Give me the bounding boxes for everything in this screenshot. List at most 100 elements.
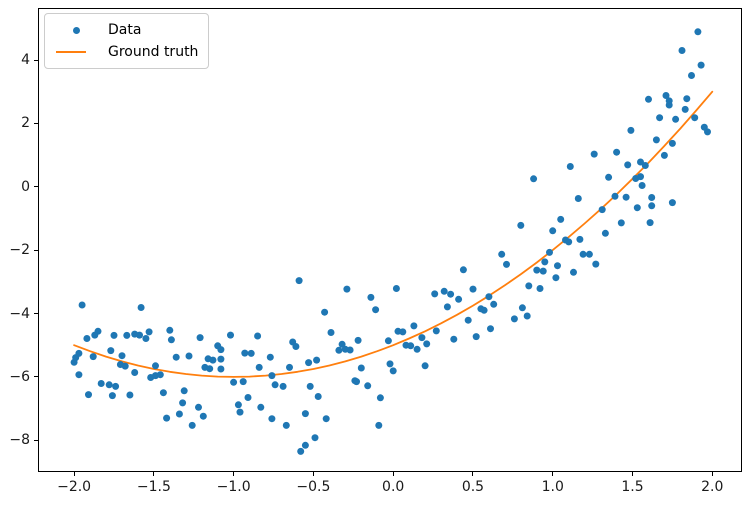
data-point	[384, 337, 392, 345]
data-point	[257, 403, 265, 411]
data-point	[633, 204, 641, 212]
data-point	[423, 340, 431, 348]
y-tick-label: 2	[21, 115, 30, 132]
data-point	[688, 72, 695, 79]
data-point	[611, 192, 619, 200]
y-tick-mark	[34, 313, 38, 314]
data-point	[295, 277, 303, 285]
data-point	[539, 267, 547, 275]
x-tick-label: 0.5	[461, 479, 485, 495]
data-point	[376, 394, 384, 402]
data-point	[136, 331, 143, 339]
data-point	[126, 391, 134, 399]
data-point	[518, 304, 526, 312]
data-point	[152, 362, 159, 370]
data-point	[217, 346, 225, 354]
data-point	[672, 115, 680, 123]
data-point	[418, 334, 426, 342]
data-point	[107, 347, 115, 355]
data-point	[172, 353, 180, 361]
data-point	[668, 139, 676, 147]
legend: Data Ground truth	[44, 13, 210, 69]
data-point	[646, 219, 654, 227]
data-point	[279, 382, 287, 390]
x-tick-mark	[711, 472, 713, 476]
data-point	[668, 199, 676, 207]
data-point	[469, 285, 477, 293]
data-point	[487, 325, 494, 333]
data-point	[354, 336, 362, 344]
data-point	[91, 331, 99, 339]
data-point	[431, 290, 439, 298]
data-point	[110, 331, 118, 339]
x-tick-mark	[312, 472, 314, 476]
data-point	[85, 391, 92, 399]
data-point	[552, 274, 560, 282]
data-point	[554, 262, 561, 270]
data-point	[592, 260, 600, 268]
data-point	[574, 195, 582, 202]
data-point	[565, 238, 573, 246]
data-point	[239, 378, 247, 386]
legend-item-data: Data	[54, 19, 198, 41]
y-tick-mark	[34, 122, 38, 124]
data-point	[421, 362, 429, 370]
data-point	[546, 248, 553, 256]
data-point	[579, 250, 587, 258]
data-point	[236, 408, 244, 416]
x-tick-mark	[632, 472, 633, 476]
data-point	[660, 151, 668, 159]
data-point	[389, 367, 397, 375]
data-point	[163, 414, 171, 422]
x-tick-mark	[392, 472, 394, 476]
data-point	[266, 353, 274, 361]
data-point	[503, 260, 510, 268]
data-point	[311, 434, 319, 442]
legend-item-ground-truth: Ground truth	[54, 41, 198, 63]
x-tick-label: 2.0	[701, 479, 724, 495]
data-point	[271, 381, 279, 389]
x-tick-label: −2.0	[57, 479, 92, 495]
data-point	[413, 345, 421, 353]
data-point	[510, 315, 518, 323]
data-point	[175, 410, 183, 418]
data-point	[195, 403, 202, 411]
y-tick-label: −2	[9, 242, 30, 259]
data-point	[145, 328, 153, 336]
data-point	[566, 163, 574, 170]
data-point	[432, 327, 440, 335]
data-point	[254, 332, 262, 340]
data-point	[590, 150, 598, 158]
data-point	[525, 282, 533, 290]
data-point	[694, 28, 702, 36]
data-point	[247, 349, 255, 357]
data-point	[447, 290, 455, 298]
data-point	[131, 369, 139, 376]
data-point	[322, 415, 330, 423]
data-point	[217, 365, 225, 373]
data-point	[301, 410, 309, 418]
data-point	[268, 372, 276, 380]
data-point	[364, 382, 372, 390]
data-point	[557, 215, 565, 223]
data-point	[78, 301, 86, 309]
data-point	[440, 287, 448, 295]
data-point	[196, 334, 204, 342]
data-point	[576, 235, 584, 243]
data-point	[645, 95, 652, 103]
data-point	[652, 136, 660, 144]
data-point	[622, 193, 630, 201]
x-tick-label: −1.0	[216, 479, 251, 495]
data-point	[75, 349, 83, 357]
data-point	[472, 333, 480, 341]
data-point	[137, 304, 145, 311]
data-point	[268, 415, 276, 423]
y-tick-mark	[34, 439, 38, 441]
data-point	[227, 331, 234, 339]
data-point	[455, 295, 463, 303]
data-point	[638, 182, 646, 189]
plot-canvas	[70, 28, 714, 455]
data-point	[367, 293, 375, 301]
data-point	[617, 219, 625, 227]
